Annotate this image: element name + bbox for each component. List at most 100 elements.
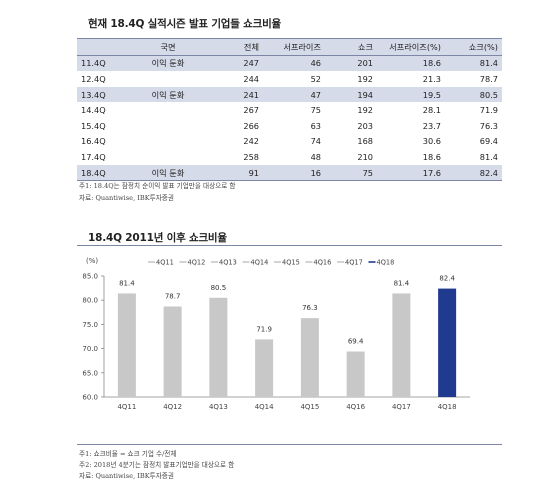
cell-shock: 203 [357,120,373,131]
cell-shock: 168 [357,136,373,147]
table-header-row: 국면 전체 서프라이즈 쇼크 서프라이즈(%) 쇼크(%) [77,38,502,56]
bar-value-label: 76.3 [302,304,318,312]
table-row: 12.4Q 244 52 192 21.3 78.7 [77,71,502,87]
legend-label: 4Q18 [377,259,395,267]
table-row: 14.4Q 267 75 192 28.1 71.9 [77,102,502,118]
bar [438,288,457,397]
y-tick-label: 60.0 [82,394,98,402]
cell-quarter: 16.4Q [81,136,106,147]
table-row: 17.4Q 258 48 210 18.6 81.4 [77,149,502,165]
cell-shock: 192 [357,105,373,116]
table-row: 11.4Q 이익 둔화 247 46 201 18.6 81.4 [77,55,502,72]
x-tick-label: 4Q15 [300,403,319,411]
bar-value-label: 81.4 [119,279,135,287]
cell-quarter: 17.4Q [81,151,106,162]
table-note: 주1: 18.4Q는 잠정치 순이익 발표 기업만을 대상으로 함 [79,182,236,190]
cell-surprise-pct: 19.5 [422,89,441,100]
table-row: 15.4Q 266 63 203 23.7 76.3 [77,118,502,134]
bar-value-label: 82.4 [439,275,455,283]
table-row: 18.4Q 이익 둔화 91 16 75 17.6 82.4 [77,164,502,182]
x-tick-label: 4Q11 [117,403,136,411]
bar [163,306,182,397]
cell-surprise: 74 [310,136,321,147]
table-source: 자료: Quantiwise, IBK투자증권 [79,194,174,202]
cell-total: 91 [207,164,263,182]
cell-surprise: 46 [310,58,321,69]
x-tick-label: 4Q12 [163,403,182,411]
x-tick-label: 4Q17 [392,403,411,411]
cell-surprise-pct: 30.6 [422,136,441,147]
bar-value-label: 78.7 [165,292,181,300]
bar-value-label: 71.9 [256,325,272,333]
bar-value-label: 80.5 [211,284,227,292]
cell-surprise-pct: 18.6 [422,58,441,69]
header-shock: 쇼크 [325,38,377,56]
cell-phase: 이익 둔화 [129,164,207,182]
table-title: 현재 18.4Q 실적시즌 발표 기업들 쇼크비율 [88,18,282,30]
y-tick-label: 75.0 [82,321,98,329]
cell-surprise: 47 [310,89,321,100]
cell-surprise: 52 [310,73,321,84]
header-surprise-pct: 서프라이즈(%) [377,38,445,56]
cell-shock: 210 [357,151,373,162]
cell-surprise: 48 [310,151,321,162]
cell-shock-pct: 81.4 [479,151,498,162]
cell-surprise-pct: 28.1 [422,105,441,116]
cell-shock-pct: 76.3 [479,120,498,131]
cell-total: 241 [243,89,259,100]
bar-value-label: 69.4 [348,338,364,346]
cell-surprise-pct: 23.7 [422,120,441,131]
bar [255,339,274,397]
cell-shock: 192 [357,73,373,84]
cell-total: 266 [243,120,259,131]
cell-shock-pct: 81.4 [479,58,498,69]
y-tick-label: 70.0 [82,345,98,353]
x-tick-label: 4Q18 [438,403,457,411]
cell-surprise-pct: 17.6 [377,164,445,182]
chart-title: 18.4Q 2011년 이후 쇼크비율 [88,232,227,244]
cell-total: 242 [243,136,259,147]
cell-shock-pct: 82.4 [445,164,502,182]
legend-label: 4Q11 [156,259,174,267]
legend-label: 4Q14 [251,259,269,267]
x-tick-label: 4Q14 [255,403,274,411]
legend-label: 4Q15 [282,259,300,267]
cell-quarter: 12.4Q [81,73,106,84]
cell-quarter: 15.4Q [81,120,106,131]
table-row: 13.4Q 이익 둔화 241 47 194 19.5 80.5 [77,86,502,103]
cell-quarter: 18.4Q [77,164,129,182]
bar [346,351,365,397]
chart-bottom-rule [77,444,502,445]
header-total: 전체 [207,38,263,56]
cell-shock: 201 [357,58,373,69]
y-tick-label: 80.0 [82,297,98,305]
header-phase: 국면 [129,38,207,56]
cell-quarter: 14.4Q [81,105,106,116]
shock-ratio-table: 국면 전체 서프라이즈 쇼크 서프라이즈(%) 쇼크(%) 11.4Q 이익 둔화… [77,38,502,182]
cell-quarter: 13.4Q [81,89,106,100]
header-quarter [77,38,129,56]
legend-label: 4Q17 [345,259,363,267]
cell-shock-pct: 71.9 [479,105,498,116]
cell-shock-pct: 69.4 [479,136,498,147]
header-surprise: 서프라이즈 [263,38,325,56]
chart-note-2: 주2: 2018년 4분기는 잠정치 발표기업만을 대상으로 함 [79,461,235,469]
chart-note-1: 주1: 쇼크비율 = 쇼크 기업 수/전체 [79,450,177,458]
x-tick-label: 4Q16 [346,403,365,411]
bar [209,297,228,397]
cell-surprise-pct: 21.3 [422,73,441,84]
cell-surprise-pct: 18.6 [422,151,441,162]
bar [300,318,319,397]
cell-surprise: 75 [310,105,321,116]
cell-total: 244 [243,73,259,84]
cell-total: 267 [243,105,259,116]
cell-shock: 194 [357,89,373,100]
cell-quarter: 11.4Q [81,58,106,69]
bar-value-label: 81.4 [394,279,410,287]
bar [392,293,411,397]
cell-surprise: 16 [263,164,325,182]
header-shock-pct: 쇼크(%) [445,38,502,56]
cell-phase: 이익 둔화 [151,89,185,100]
y-unit-label: (%) [86,257,98,265]
